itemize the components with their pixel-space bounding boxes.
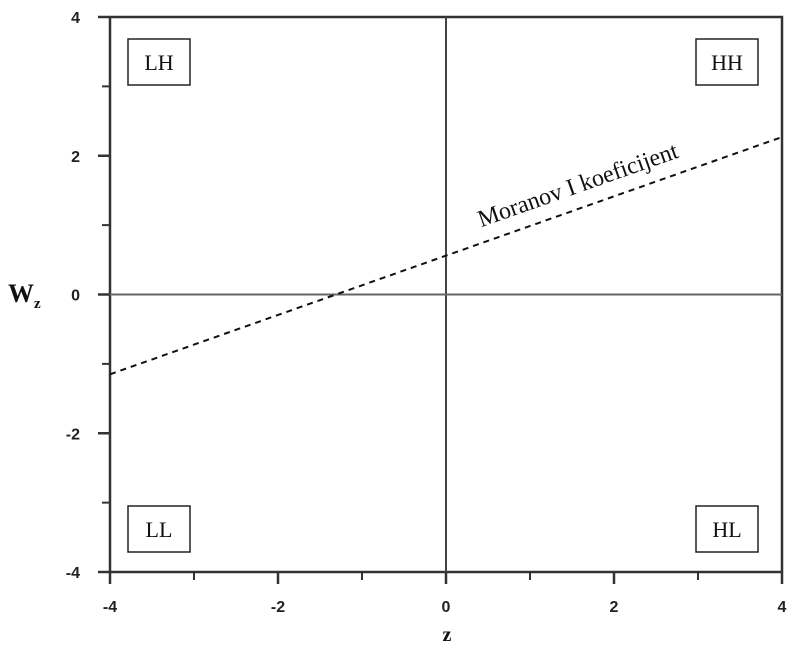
y-tick-label: -2 xyxy=(66,426,80,443)
quadrant-label-hl: HL xyxy=(712,517,741,542)
plot-area: -4 -2 0 2 4 -4 -2 0 2 4 Moranov I koeficijent LH HH L… xyxy=(66,10,787,616)
y-axis-title-main: W xyxy=(8,279,34,308)
quadrant-box-hh xyxy=(695,38,759,86)
quadrant-box-lh xyxy=(127,38,191,86)
quadrant-label-lh: LH xyxy=(144,50,173,75)
quadrant-box-hl xyxy=(695,505,759,553)
y-axis-title: Wz xyxy=(8,279,41,312)
x-axis-title: z xyxy=(443,624,452,645)
x-tick-label: 4 xyxy=(778,599,787,616)
quadrant-label-hh: HH xyxy=(711,50,743,75)
y-tick-label: -4 xyxy=(66,565,80,582)
y-tick-label: 0 xyxy=(71,288,80,305)
x-tick-label: -4 xyxy=(103,599,117,616)
x-tick-label: -2 xyxy=(271,599,285,616)
y-axis-title-subscript: z xyxy=(34,296,41,312)
quadrant-box-ll xyxy=(127,505,191,553)
regression-line-label: Moranov I koeficijent xyxy=(474,138,682,233)
y-tick-label: 2 xyxy=(71,149,80,166)
quadrant-label-ll: LL xyxy=(146,517,173,542)
moran-regression-line xyxy=(109,136,783,376)
y-tick-label: 4 xyxy=(71,10,80,27)
x-tick-label: 2 xyxy=(610,599,619,616)
x-tick-label: 0 xyxy=(442,599,451,616)
